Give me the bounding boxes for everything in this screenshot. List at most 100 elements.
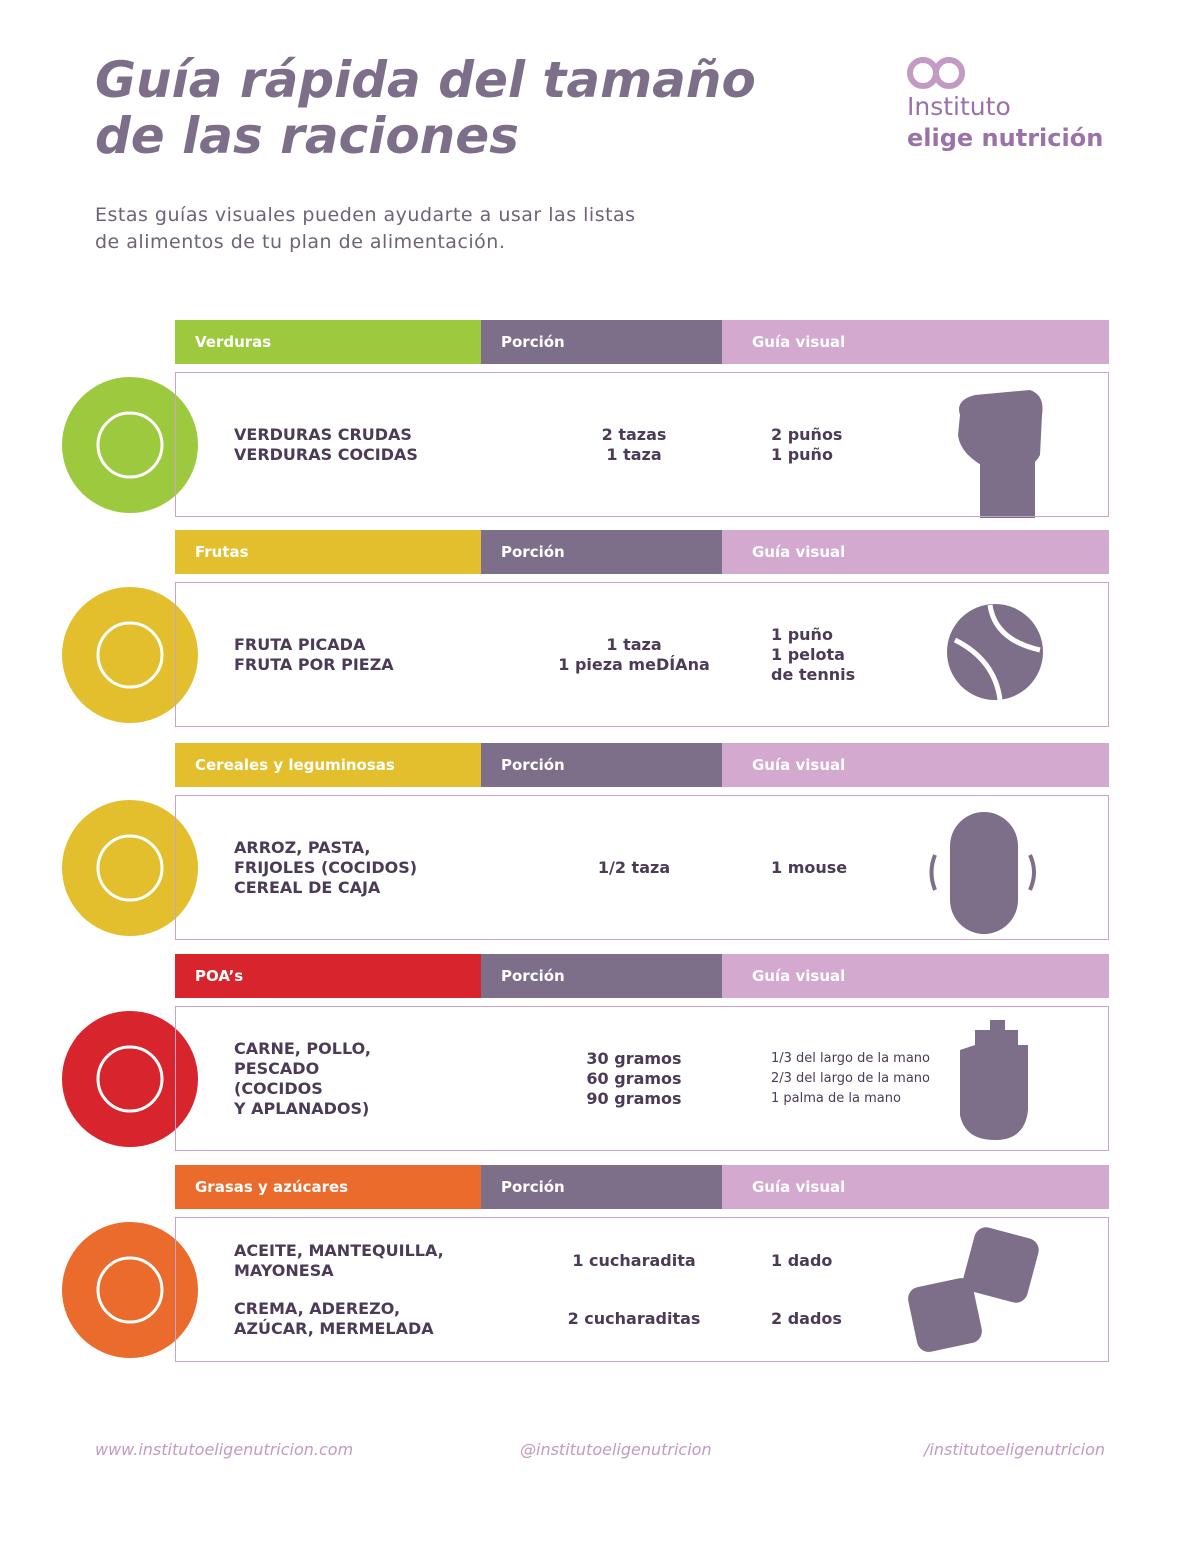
category-header: Cereales y leguminosas	[175, 743, 481, 787]
food-line: ARROZ, PASTA,	[234, 837, 371, 857]
row: FRUTA PICADA FRUTA POR PIEZA 1 taza 1 pieza…	[176, 625, 1108, 685]
guide-line: 1/3 del largo de la mano	[771, 1050, 930, 1066]
foods-column: FRUTA PICADA FRUTA POR PIEZA	[234, 635, 519, 675]
guides-column: 2 puños 1 puño	[771, 425, 991, 465]
guide-line: 1 puño	[771, 624, 833, 644]
category-circle	[62, 800, 198, 936]
title-line: de las raciones	[95, 107, 519, 165]
food-line: CEREAL DE CAJA	[234, 877, 381, 897]
portions-column: 2 cucharaditas	[519, 1309, 749, 1329]
row: CREMA, ADEREZO, AZÚCAR, MERMELADA 2 cuchar…	[176, 1299, 1108, 1339]
food-line: VERDURAS COCIDAS	[234, 444, 418, 464]
footer-instagram: @institutoeligenutricion	[520, 1440, 712, 1459]
category-circle	[62, 1011, 198, 1147]
guide-line: 2/3 del largo de la mano	[771, 1070, 930, 1086]
icon-ball	[947, 604, 1043, 700]
title: Guía rápida del tamaño de las raciones	[95, 52, 756, 164]
category-icon	[96, 411, 164, 479]
portion-line: 30 gramos	[586, 1048, 682, 1068]
portions-column: 1/2 taza	[519, 858, 749, 878]
category-header: Grasas y azúcares	[175, 1165, 481, 1209]
guides-column: 2 dados	[771, 1309, 991, 1329]
category-header: POA’s	[175, 954, 481, 998]
guide-line: 2 puños	[771, 424, 843, 444]
food-line: VERDURAS CRUDAS	[234, 424, 412, 444]
row: ARROZ, PASTA, FRIJOLES (COCIDOS) CEREAL DE…	[176, 838, 1108, 898]
category-icon	[96, 621, 164, 689]
portions-column: 1 taza 1 pieza meDÍAna	[519, 635, 749, 675]
icon-fist	[958, 390, 1043, 518]
food-line: FRUTA POR PIEZA	[234, 654, 394, 674]
guide-line: 1 palma de la mano	[771, 1090, 901, 1106]
logo-text: Instituto	[907, 92, 1011, 121]
portion-line: 1/2 taza	[597, 857, 671, 877]
portion-header: Porción	[481, 320, 722, 364]
section-box: ARROZ, PASTA, FRIJOLES (COCIDOS) CEREAL DE…	[175, 795, 1109, 940]
foods-column: ACEITE, MANTEQUILLA, MAYONESA	[234, 1241, 519, 1281]
portion-line: 90 gramos	[586, 1088, 682, 1108]
section-box: CARNE, POLLO, PESCADO (COCIDOS Y APLANADOS)…	[175, 1006, 1109, 1151]
portions-column: 30 gramos 60 gramos 90 gramos	[519, 1049, 749, 1109]
foods-column: VERDURAS CRUDAS VERDURAS COCIDAS	[234, 425, 519, 465]
guides-column: 1 puño 1 pelota de tennis	[771, 625, 991, 685]
logo-text: elige nutrición	[907, 124, 1104, 152]
category-header: Verduras	[175, 320, 481, 364]
portion-line: 1 taza	[606, 634, 662, 654]
category-icon	[96, 1256, 164, 1324]
food-line: AZÚCAR, MERMELADA	[234, 1318, 434, 1338]
section-box: FRUTA PICADA FRUTA POR PIEZA 1 taza 1 pieza…	[175, 582, 1109, 727]
food-line: FRIJOLES (COCIDOS)	[234, 857, 418, 877]
food-line: Y APLANADOS)	[234, 1098, 370, 1118]
row: VERDURAS CRUDAS VERDURAS COCIDAS 2 tazas 1 …	[176, 425, 1108, 465]
portions-column: 2 tazas 1 taza	[519, 425, 749, 465]
food-line: MAYONESA	[234, 1260, 334, 1280]
row: CARNE, POLLO, PESCADO (COCIDOS Y APLANADOS)…	[176, 1039, 1108, 1119]
portions-column: 1 cucharadita	[519, 1251, 749, 1271]
portion-line: 1 pieza meDÍAna	[558, 654, 710, 674]
food-line: CARNE, POLLO,	[234, 1038, 371, 1058]
icon-mouse-waves	[929, 854, 1036, 891]
intro-line: Estas guías visuales pueden ayudarte a u…	[95, 204, 636, 226]
icon-mouse	[950, 812, 1018, 934]
portion-line: 1 taza	[606, 444, 662, 464]
category-icon	[96, 1045, 164, 1113]
category-header: Frutas	[175, 530, 481, 574]
footer-facebook: /institutoeligenutricion	[924, 1440, 1105, 1459]
guides-column: 1 mouse	[771, 858, 991, 878]
foods-column: ARROZ, PASTA, FRIJOLES (COCIDOS) CEREAL DE…	[234, 838, 519, 898]
guide-header: Guía visual	[722, 743, 1109, 787]
icon-die	[963, 1227, 1039, 1303]
portion-header: Porción	[481, 1165, 722, 1209]
food-line: ACEITE, MANTEQUILLA,	[234, 1240, 444, 1260]
guide-line: 1 pelota	[771, 644, 845, 664]
guide-header: Guía visual	[722, 954, 1109, 998]
title-line: Guía rápida del tamaño	[95, 51, 756, 109]
portion-line: 2 cucharaditas	[567, 1308, 701, 1328]
portion-header: Porción	[481, 530, 722, 574]
section-box: ACEITE, MANTEQUILLA, MAYONESA 1 cucharadit…	[175, 1217, 1109, 1362]
footer-website: www.institutoeligenutricion.com	[95, 1440, 354, 1459]
food-line: CREMA, ADEREZO,	[234, 1298, 401, 1318]
guide-line: 1 puño	[771, 444, 833, 464]
category-icon	[96, 834, 164, 902]
category-circle	[62, 377, 198, 513]
food-line: (COCIDOS	[234, 1078, 323, 1098]
portion-header: Porción	[481, 954, 722, 998]
portion-line: 60 gramos	[586, 1068, 682, 1088]
guide-line: 2 dados	[771, 1308, 842, 1328]
category-circle	[62, 1222, 198, 1358]
guide-header: Guía visual	[722, 1165, 1109, 1209]
guide-header: Guía visual	[722, 320, 1109, 364]
foods-column: CARNE, POLLO, PESCADO (COCIDOS Y APLANADOS)	[234, 1039, 519, 1119]
guide-line: de tennis	[771, 664, 856, 684]
category-circle	[62, 587, 198, 723]
guide-line: 1 dado	[771, 1250, 833, 1270]
portion-header: Porción	[481, 743, 722, 787]
food-line: FRUTA PICADA	[234, 634, 366, 654]
intro: Estas guías visuales pueden ayudarte a u…	[95, 202, 636, 256]
icon-hand	[960, 1020, 1028, 1140]
guides-column: 1/3 del largo de la mano 2/3 del largo de…	[771, 1049, 991, 1109]
logo-mark	[907, 57, 965, 89]
